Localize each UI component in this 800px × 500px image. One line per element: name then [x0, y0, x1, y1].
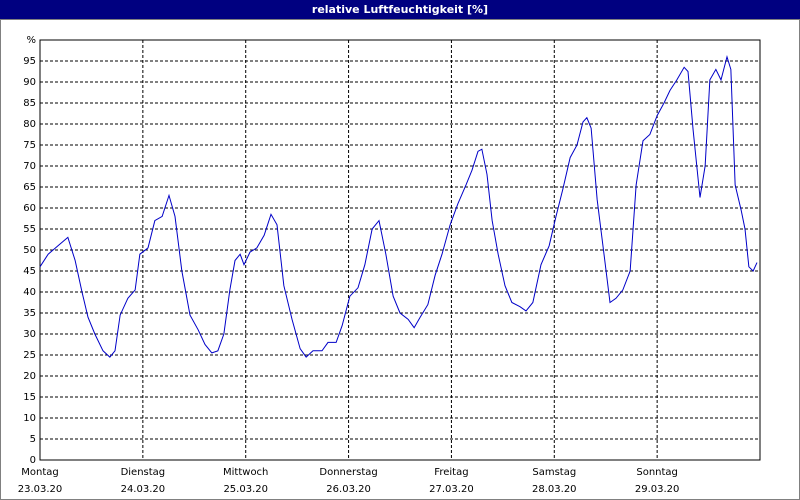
plot-border — [39, 39, 761, 461]
y-tick-label: 0 — [30, 455, 36, 466]
x-tick-date: 23.03.20 — [18, 484, 63, 495]
y-tick-label: 65 — [23, 182, 36, 193]
humidity-line — [39, 54, 758, 358]
y-tick-label: 45 — [23, 266, 36, 277]
y-tick-label: 25 — [23, 350, 36, 361]
y-tick-label: 95 — [23, 56, 36, 67]
y-tick-label: 50 — [23, 245, 36, 256]
y-tick-label: 85 — [23, 98, 36, 109]
y-tick-label: 60 — [23, 203, 36, 214]
y-tick-label: 55 — [23, 224, 36, 235]
y-tick-label: 70 — [23, 161, 36, 172]
x-tick-label: Samstag — [532, 467, 576, 478]
chart-title: relative Luftfeuchtigkeit [%] — [312, 3, 488, 16]
x-tick-date: 28.03.20 — [532, 484, 577, 495]
title-bar — [0, 0, 800, 19]
y-tick-label: 35 — [23, 308, 36, 319]
y-tick-label: 5 — [30, 434, 36, 445]
x-tick-date: 25.03.20 — [223, 484, 268, 495]
y-tick-label: 10 — [23, 413, 36, 424]
y-tick-label: 90 — [23, 77, 36, 88]
y-tick-label: 75 — [23, 140, 36, 151]
x-tick-label: Montag — [21, 467, 58, 478]
x-tick-label: Freitag — [434, 467, 468, 478]
x-tick-date: 26.03.20 — [326, 484, 371, 495]
x-tick-label: Mittwoch — [223, 467, 268, 478]
x-tick-date: 29.03.20 — [635, 484, 680, 495]
x-tick-label: Donnerstag — [319, 467, 377, 478]
y-tick-label: 80 — [23, 119, 36, 130]
y-tick-label: 15 — [23, 392, 36, 403]
y-tick-label: 30 — [23, 329, 36, 340]
x-tick-label: Dienstag — [121, 467, 166, 478]
y-tick-label: 20 — [23, 371, 36, 382]
y-tick-label: 40 — [23, 287, 36, 298]
x-tick-date: 27.03.20 — [429, 484, 474, 495]
y-tick-label: % — [26, 35, 36, 46]
x-tick-label: Sonntag — [636, 467, 678, 478]
x-tick-date: 24.03.20 — [121, 484, 166, 495]
